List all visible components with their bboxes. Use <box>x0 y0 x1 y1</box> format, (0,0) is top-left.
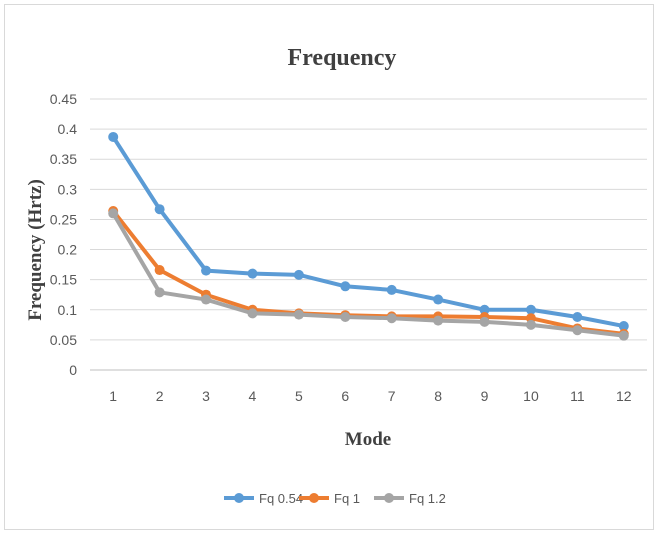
legend: Fq 0.54 Fq 1 Fq 1.2 <box>224 491 446 506</box>
x-tick-label: 1 <box>109 388 117 404</box>
series-line <box>111 209 626 336</box>
series-layer <box>108 131 629 341</box>
series-line <box>111 211 626 338</box>
y-tick-label: 0 <box>69 362 77 378</box>
x-tick-label: 12 <box>616 388 632 404</box>
data-point <box>247 268 258 279</box>
data-point <box>525 319 536 330</box>
x-tick-label: 9 <box>481 388 489 404</box>
legend-label: Fq 0.54 <box>259 491 303 506</box>
data-point <box>525 304 536 315</box>
y-tick-label: 0.15 <box>50 272 77 288</box>
data-point <box>479 304 490 315</box>
data-point <box>433 294 444 305</box>
data-point <box>108 131 119 142</box>
data-point <box>572 325 583 336</box>
y-tick-label: 0.45 <box>50 91 77 107</box>
data-point <box>340 312 351 323</box>
data-point <box>108 208 119 219</box>
x-tick-label: 8 <box>434 388 442 404</box>
data-point <box>572 312 583 323</box>
y-tick-label: 0.35 <box>50 151 77 167</box>
data-point <box>201 265 212 276</box>
y-axis-title: Frequency (Hrtz) <box>25 179 46 321</box>
y-tick-label: 0.4 <box>58 121 78 137</box>
data-point <box>618 330 629 341</box>
x-axis-title: Mode <box>345 429 391 450</box>
data-point <box>154 287 165 298</box>
x-tick-label: 6 <box>341 388 349 404</box>
legend-label: Fq 1 <box>334 491 360 506</box>
data-point <box>340 281 351 292</box>
x-tick-label: 10 <box>523 388 539 404</box>
data-point <box>433 315 444 326</box>
x-tick-label: 11 <box>570 388 585 404</box>
chart-frame <box>4 4 654 530</box>
legend-label: Fq 1.2 <box>409 491 446 506</box>
legend-marker <box>234 493 244 503</box>
y-axis-ticks: 0 0.05 0.1 0.15 0.2 0.25 0.3 0.35 0.4 0.45 <box>50 91 77 378</box>
data-point <box>293 309 304 320</box>
data-point <box>154 204 165 215</box>
x-tick-label: 5 <box>295 388 303 404</box>
series-3 <box>108 208 629 341</box>
data-point <box>154 265 165 276</box>
data-point <box>201 294 212 305</box>
series-1 <box>108 131 629 332</box>
data-point <box>386 284 397 295</box>
x-tick-label: 2 <box>156 388 164 404</box>
data-point <box>479 316 490 327</box>
legend-item: Fq 1 <box>299 491 360 506</box>
series-line <box>111 134 626 329</box>
data-point <box>247 308 258 319</box>
y-tick-label: 0.1 <box>58 302 78 318</box>
data-point <box>386 313 397 324</box>
legend-marker <box>384 493 394 503</box>
data-point <box>618 321 629 332</box>
y-tick-label: 0.3 <box>58 181 78 197</box>
x-tick-label: 4 <box>249 388 257 404</box>
y-tick-label: 0.25 <box>50 211 77 227</box>
x-axis-ticks: 1 2 3 4 5 6 7 8 9 10 11 12 <box>109 388 631 404</box>
legend-marker <box>309 493 319 503</box>
y-tick-label: 0.2 <box>58 242 78 258</box>
legend-item: Fq 1.2 <box>374 491 446 506</box>
chart-title: Frequency <box>288 45 397 71</box>
legend-item: Fq 0.54 <box>224 491 303 506</box>
data-point <box>293 269 304 280</box>
y-tick-label: 0.05 <box>50 332 77 348</box>
gridlines <box>90 98 647 371</box>
x-tick-label: 3 <box>202 388 210 404</box>
x-tick-label: 7 <box>388 388 396 404</box>
